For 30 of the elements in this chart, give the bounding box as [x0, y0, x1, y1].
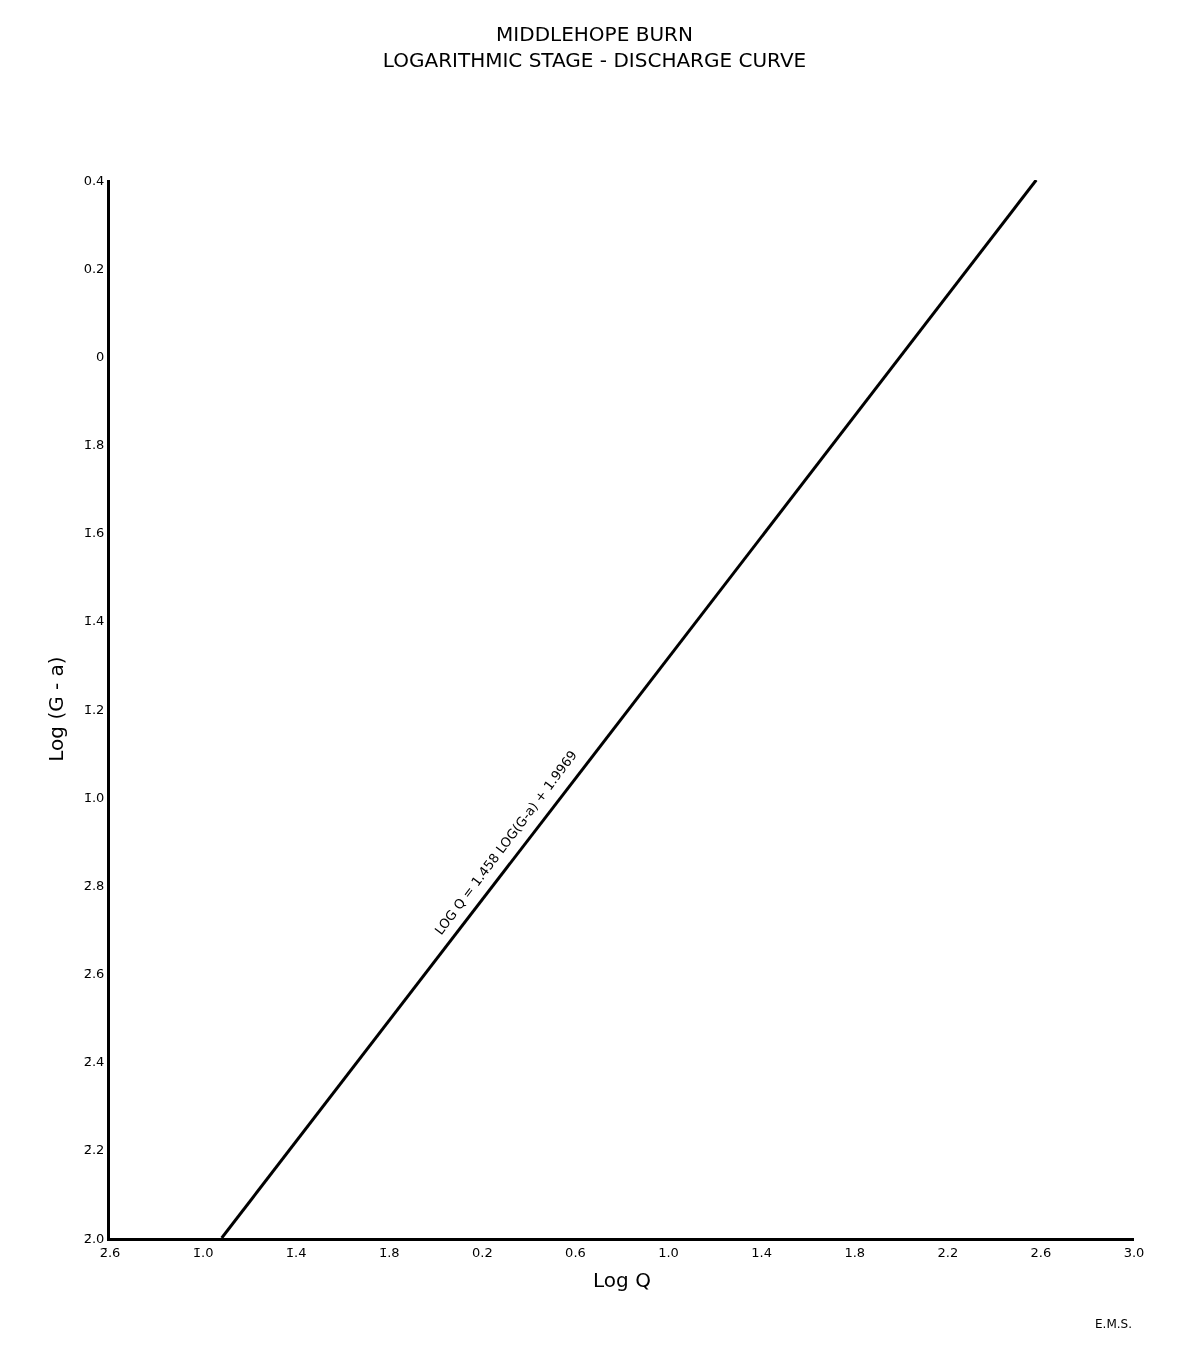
- y-tick-label: 2̄.6: [83, 966, 105, 982]
- x-tick-label: 1̄.8: [378, 1244, 400, 1260]
- y-tick-label: 1̄.8: [83, 437, 105, 453]
- y-tick-label: 0.2: [83, 260, 105, 276]
- chart-title: MIDDLEHOPE BURN: [496, 22, 693, 47]
- x-tick-label: 2.2: [937, 1244, 959, 1260]
- x-tick-label: 2.6: [1030, 1244, 1052, 1260]
- x-tick-label: 1̄.4: [285, 1244, 307, 1260]
- x-tick-label: 1.8: [844, 1244, 866, 1260]
- y-axis-title: Log (G - a): [44, 656, 69, 762]
- y-tick-label: 1̄.4: [83, 613, 105, 629]
- x-tick-label: 3.0: [1123, 1244, 1145, 1260]
- x-tick-label: 1̄.0: [192, 1244, 214, 1260]
- y-tick-label: 2̄.4: [83, 1054, 105, 1070]
- x-tick-label: 0.2: [472, 1244, 493, 1260]
- y-tick-label: 2̄.8: [83, 877, 105, 893]
- y-tick-label: 2̄.2: [83, 1142, 105, 1158]
- x-axis-title: Log Q: [593, 1268, 651, 1293]
- chart-subtitle: LOGARITHMIC STAGE - DISCHARGE CURVE: [382, 48, 807, 73]
- y-tick-label: 0.4: [83, 172, 105, 188]
- x-tick-label: 1.0: [658, 1244, 679, 1260]
- x-tick-label: 0.6: [565, 1244, 586, 1260]
- text: E.M.S.: [1095, 1317, 1132, 1331]
- y-tick-label: 2̄.0: [83, 1230, 105, 1246]
- y-tick-label: 1̄.0: [83, 789, 105, 805]
- y-tick-label: 1̄.2: [83, 701, 105, 717]
- x-tick-label: 2̄.6: [99, 1244, 121, 1260]
- y-tick-label: 0: [96, 348, 105, 364]
- y-tick-label: 1̄.6: [83, 525, 105, 541]
- x-tick-label: 1.4: [751, 1244, 772, 1260]
